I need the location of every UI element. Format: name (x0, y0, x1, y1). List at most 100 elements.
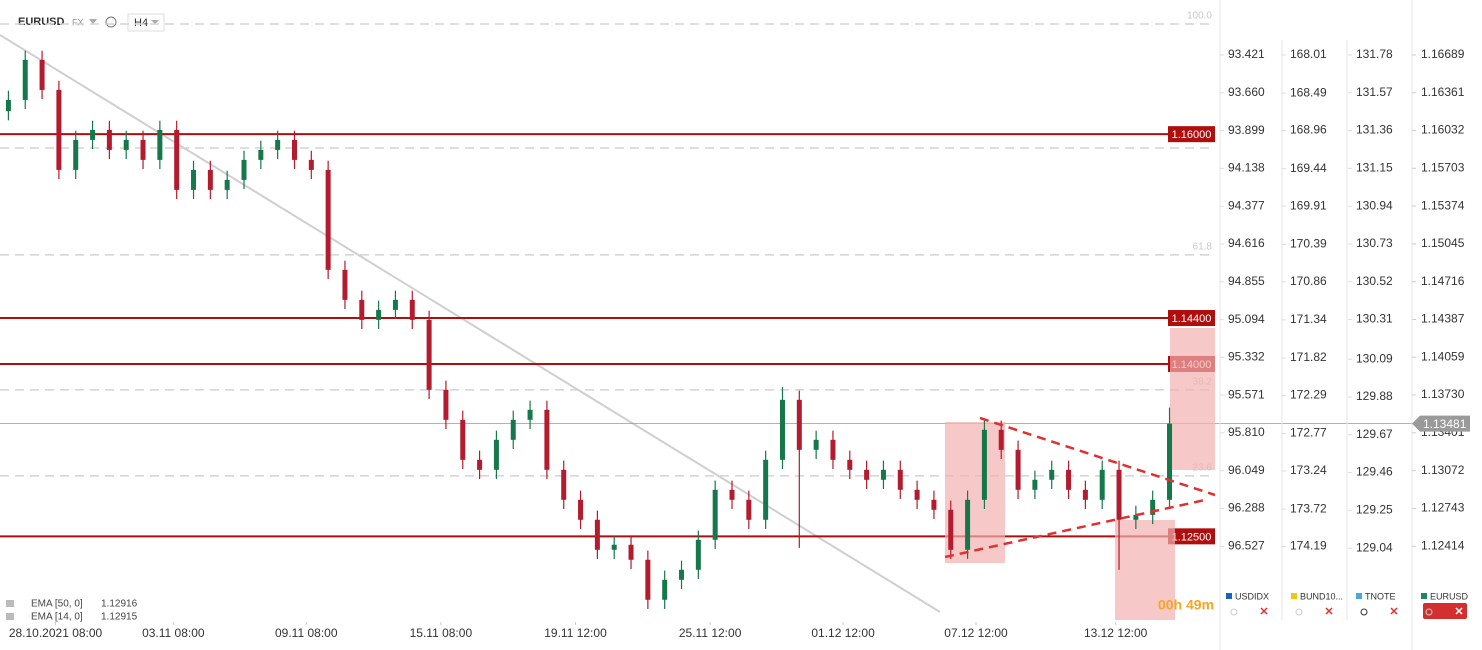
candle-body (712, 489, 718, 540)
fib-label: 61.8 (1193, 242, 1213, 253)
y-tick-label: 171.82 (1290, 350, 1327, 364)
y-tick-label: 95.332 (1228, 349, 1265, 363)
close-icon[interactable] (1390, 607, 1398, 615)
level-tag (1168, 528, 1215, 545)
highlight-box (945, 422, 1005, 563)
x-tick-label: 28.10.2021 08:00 (9, 626, 103, 640)
legend-label: USDIDX (1235, 591, 1269, 601)
x-tick-label: 25.11 12:00 (679, 626, 742, 640)
x-axis: 28.10.2021 08:00 03.11 08:00 09.11 08:00 15… (9, 622, 1148, 640)
y-tick-label: 1.16361 (1421, 85, 1465, 99)
market: FX (72, 17, 84, 27)
dropdown[interactable] (151, 20, 159, 24)
symbol: EURUSD (18, 16, 65, 28)
candle-body (174, 129, 180, 190)
legend-label: BUND10... (1300, 591, 1343, 601)
candle-body (460, 419, 466, 460)
y-tick-label: 130.52 (1356, 274, 1393, 288)
y-tick-label: 1.12414 (1421, 538, 1465, 552)
interval: H4 (134, 17, 148, 29)
close-icon[interactable] (1260, 607, 1268, 615)
close-icon[interactable] (1325, 607, 1333, 615)
y-tick-label: 96.049 (1228, 463, 1265, 477)
close-icon[interactable] (1455, 607, 1463, 615)
legend-swatch (1356, 593, 1362, 599)
indicator-value: 1.12915 (101, 612, 138, 623)
candle-body (948, 509, 954, 550)
y-tick-label: 1.15045 (1421, 236, 1465, 250)
candle-body (645, 559, 651, 600)
y-tick-label: 130.73 (1356, 236, 1393, 250)
candle-body (594, 519, 600, 550)
candles (5, 50, 1173, 609)
candle-body (679, 569, 685, 580)
candle-body (510, 419, 516, 440)
level-tag-text: 1.12500 (1172, 531, 1212, 543)
candle-body (291, 139, 297, 160)
candle-body (1116, 469, 1122, 520)
info-icon[interactable] (105, 16, 117, 28)
y-tick-label: 1.15703 (1421, 160, 1465, 174)
candle-body (914, 489, 920, 500)
candle-body (241, 159, 247, 180)
dropdown[interactable] (89, 19, 97, 24)
candle-body (275, 139, 281, 150)
candle-body (1150, 499, 1156, 515)
y-tick-label: 93.421 (1228, 47, 1265, 61)
candle-body (527, 409, 533, 420)
indicator-icon (6, 600, 14, 607)
y-tick-label: 94.616 (1228, 236, 1265, 250)
y-tick-label: 1.14387 (1421, 312, 1465, 326)
candle-body (90, 129, 96, 140)
candle-body (763, 459, 769, 520)
candle-body (1133, 514, 1139, 520)
eye-icon[interactable] (1425, 608, 1433, 616)
candle-body (611, 544, 617, 550)
candle-body (662, 579, 668, 600)
candle-body (1066, 469, 1072, 490)
y-tick-label: 173.24 (1290, 463, 1327, 477)
candle-body (207, 169, 213, 190)
candle-body (1049, 469, 1055, 480)
y-tick-label: 96.288 (1228, 501, 1265, 515)
candle-body (39, 59, 45, 90)
fib-label: 100.0 (1187, 11, 1212, 22)
candle-body (931, 499, 937, 510)
y-tick-label: 1.15374 (1421, 198, 1465, 212)
candle-body (779, 399, 785, 460)
candle-body (376, 309, 382, 320)
y-tick-label: 171.34 (1290, 312, 1327, 326)
y-tick-label: 1.13072 (1421, 463, 1465, 477)
legend-swatch (1421, 593, 1427, 599)
price-axes: 1.16689 1.16361 1.16032 1.15703 1.15374 1.150… (1219, 0, 1470, 650)
eye-icon[interactable] (1230, 608, 1238, 616)
y-tick-label: 130.94 (1356, 198, 1393, 212)
x-tick-label: 03.11 08:00 (142, 626, 205, 640)
x-tick-label: 07.12 12:00 (944, 626, 1008, 640)
candle-body (796, 399, 802, 450)
x-tick-label: 15.11 08:00 (410, 626, 473, 640)
legend-button[interactable] (1423, 603, 1467, 619)
y-tick-label: 169.91 (1290, 198, 1327, 212)
candle-body (729, 489, 735, 500)
candle-body (1082, 489, 1088, 500)
y-tick-label: 172.29 (1290, 388, 1327, 402)
candle-body (830, 439, 836, 460)
candle-body (880, 469, 886, 480)
candle-body (493, 439, 499, 470)
candle-body (443, 389, 449, 420)
eye-icon[interactable] (1295, 608, 1303, 616)
y-tick-label: 173.72 (1290, 501, 1327, 515)
y-tick-label: 94.138 (1228, 161, 1265, 175)
y-tick-label: 172.77 (1290, 426, 1327, 440)
candle-body (981, 429, 987, 500)
y-tick-label: 96.527 (1228, 538, 1265, 552)
eye-icon[interactable] (1360, 608, 1368, 616)
interval-box[interactable] (127, 13, 165, 32)
last-price-label: 1.13481 (1423, 417, 1467, 431)
candle-body (409, 299, 415, 320)
x-tick-label: 09.11 08:00 (275, 626, 338, 640)
candle-body (191, 169, 197, 190)
